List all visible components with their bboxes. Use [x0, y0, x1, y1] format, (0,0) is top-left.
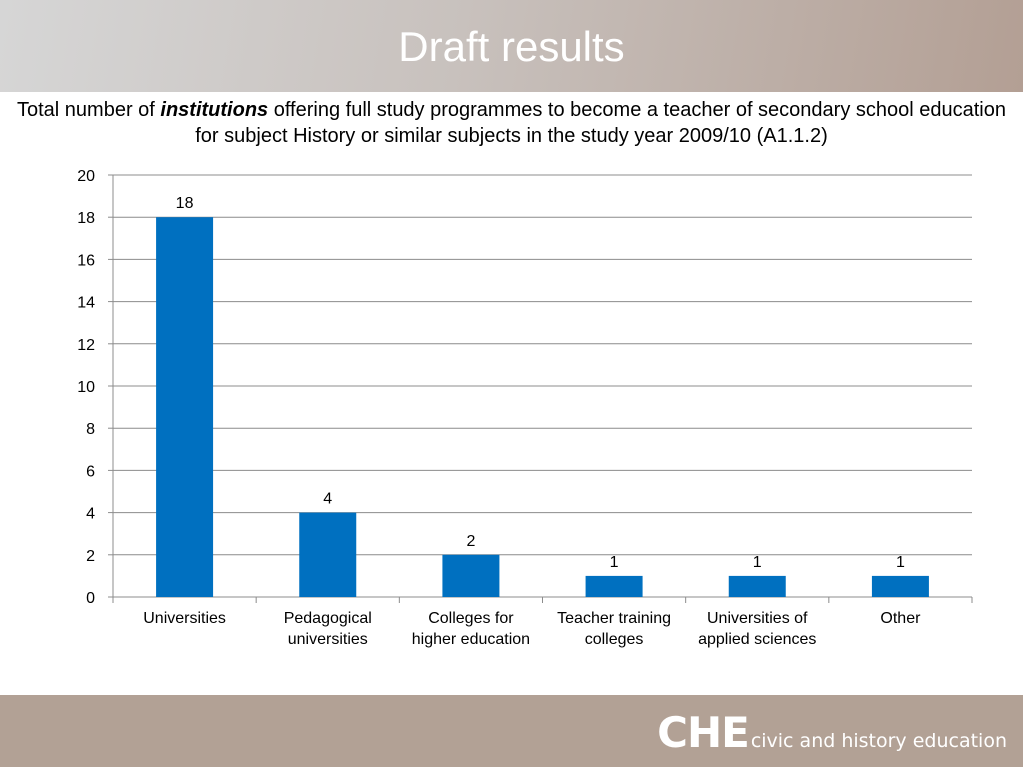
- logo-tagline: civic and history education: [750, 730, 1007, 752]
- bar: [585, 575, 643, 597]
- y-tick-label: 18: [77, 210, 95, 227]
- y-tick-label: 0: [86, 590, 95, 607]
- footer-bar: CHE civic and history education: [0, 695, 1023, 767]
- che-logo: CHE civic and history education: [657, 709, 1007, 755]
- category-label: higher education: [412, 631, 530, 648]
- y-tick-label: 10: [77, 379, 95, 396]
- data-label: 1: [896, 554, 905, 571]
- y-tick-label: 16: [77, 252, 95, 269]
- category-label: Universities of: [707, 610, 808, 627]
- subtitle-prefix: Total number of: [16, 99, 161, 121]
- category-label: Pedagogical: [284, 610, 372, 627]
- chart-subtitle: Total number of institutions offering fu…: [10, 97, 1013, 149]
- category-label: Teacher training: [557, 610, 671, 627]
- y-tick-label: 12: [77, 337, 95, 354]
- logo-mark: CHE: [657, 708, 750, 757]
- category-label: applied sciences: [698, 631, 816, 648]
- y-tick-label: 6: [86, 463, 95, 480]
- y-tick-label: 4: [86, 506, 95, 523]
- data-label: 1: [753, 554, 762, 571]
- y-tick-label: 2: [86, 548, 95, 565]
- subtitle-suffix: offering full study programmes to become…: [195, 99, 1006, 147]
- data-label: 2: [466, 533, 475, 550]
- data-label: 1: [610, 554, 619, 571]
- category-label: Universities: [143, 610, 226, 627]
- y-tick-label: 8: [86, 421, 95, 438]
- bar: [299, 512, 357, 597]
- category-label: colleges: [585, 631, 644, 648]
- bar: [442, 554, 500, 597]
- bar: [871, 575, 929, 597]
- subtitle-emphasis: institutions: [160, 99, 269, 121]
- title-banner: Draft results: [0, 0, 1023, 92]
- data-label: 18: [176, 195, 194, 212]
- bar: [728, 575, 786, 597]
- category-label: Other: [880, 610, 921, 627]
- category-label: Colleges for: [428, 610, 514, 627]
- category-label: universities: [288, 631, 368, 648]
- data-label: 4: [323, 491, 332, 508]
- bar: [156, 217, 214, 597]
- y-tick-label: 20: [77, 168, 95, 185]
- y-tick-label: 14: [77, 295, 95, 312]
- bar-chart: 0246810121416182018Universities4Pedagogi…: [77, 168, 973, 648]
- slide-title: Draft results: [398, 23, 625, 70]
